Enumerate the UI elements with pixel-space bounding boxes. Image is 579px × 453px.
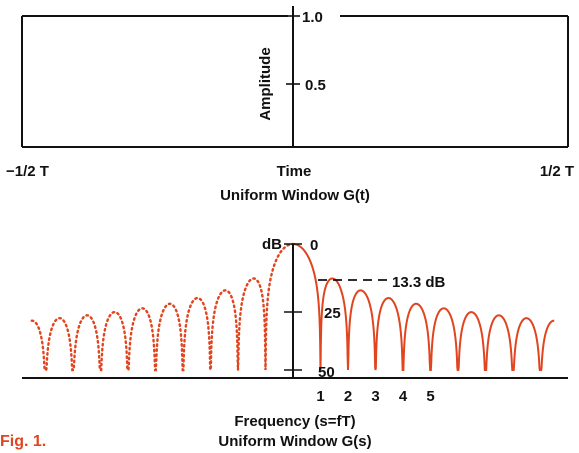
time-window-chart: 1.0 0.5 Amplitude −1/2 T 1/2 T Time Unif… [6, 6, 574, 204]
frequency-tick-label-1: 1 [316, 388, 324, 405]
spectrum-solid-sidelobes [292, 243, 555, 371]
frequency-tick-label-2: 2 [344, 388, 352, 405]
spectrum-dotted-sidelobes [30, 242, 295, 372]
frequency-tick-label-3: 3 [371, 388, 379, 405]
frequency-tick-labels: 1 2 3 4 5 [316, 388, 434, 405]
frequency-axis-label: Frequency (s=fT) [234, 413, 355, 430]
db-tick-label-25: 25 [324, 305, 341, 322]
frequency-tick-label-4: 4 [399, 388, 408, 405]
time-axis-label: Time [277, 163, 312, 180]
sidelobe-level-annotation: 13.3 dB [392, 274, 446, 291]
time-tick-label-left: −1/2 T [6, 163, 49, 180]
frequency-tick-label-5: 5 [426, 388, 434, 405]
time-tick-label-right: 1/2 T [540, 163, 574, 180]
frequency-chart-title: Uniform Window G(s) [218, 433, 371, 450]
db-axis-label: dB [262, 236, 282, 253]
figure-label: Fig. 1. [0, 433, 46, 450]
amplitude-tick-label-1: 1.0 [302, 9, 323, 26]
db-tick-label-0: 0 [310, 237, 318, 254]
frequency-spectrum-chart: dB 0 25 50 13.3 dB 1 2 3 4 5 Frequency (s=fT… [22, 236, 568, 450]
amplitude-axis-label: Amplitude [257, 47, 274, 120]
db-tick-label-50: 50 [318, 364, 335, 381]
amplitude-tick-label-05: 0.5 [305, 77, 326, 94]
time-chart-title: Uniform Window G(t) [220, 187, 370, 204]
